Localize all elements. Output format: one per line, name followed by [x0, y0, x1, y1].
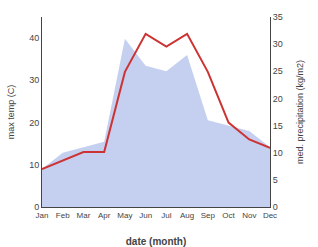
svg-text:35: 35 [273, 12, 283, 22]
svg-text:30: 30 [273, 39, 283, 49]
svg-text:40: 40 [29, 33, 39, 43]
svg-text:Feb: Feb [56, 211, 70, 220]
svg-text:Jan: Jan [36, 211, 49, 220]
svg-text:Oct: Oct [222, 211, 235, 220]
svg-text:15: 15 [273, 121, 283, 131]
svg-text:Nov: Nov [242, 211, 256, 220]
svg-text:Sep: Sep [201, 211, 216, 220]
svg-text:20: 20 [273, 94, 283, 104]
svg-text:25: 25 [273, 66, 283, 76]
svg-text:30: 30 [29, 75, 39, 85]
svg-text:Mar: Mar [77, 211, 91, 220]
svg-text:Aug: Aug [180, 211, 194, 220]
svg-text:Jul: Jul [161, 211, 171, 220]
svg-text:Jun: Jun [139, 211, 152, 220]
svg-text:med. precipitation (kg/m2): med. precipitation (kg/m2) [295, 60, 305, 164]
svg-text:May: May [117, 211, 132, 220]
svg-text:0: 0 [34, 202, 39, 212]
svg-text:Apr: Apr [98, 211, 111, 220]
svg-text:date (month): date (month) [126, 236, 187, 247]
svg-text:10: 10 [29, 160, 39, 170]
svg-text:max temp (C): max temp (C) [6, 85, 16, 140]
svg-text:10: 10 [273, 148, 283, 158]
svg-text:0: 0 [273, 202, 278, 212]
svg-text:Dec: Dec [263, 211, 277, 220]
svg-text:5: 5 [273, 175, 278, 185]
svg-text:20: 20 [29, 118, 39, 128]
